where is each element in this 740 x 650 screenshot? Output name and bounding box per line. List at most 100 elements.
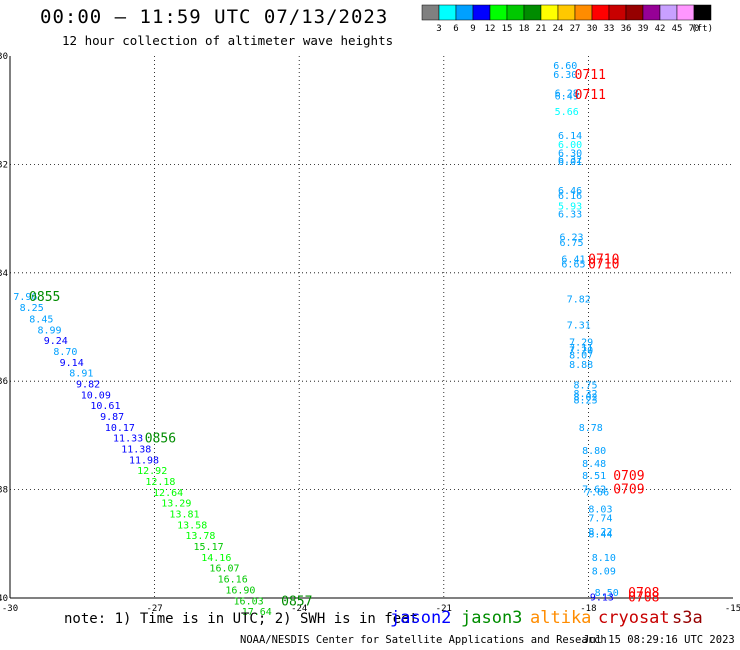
colorbar-swatch bbox=[438, 4, 457, 21]
pass-time-label: 0855 bbox=[29, 290, 60, 305]
y-tick-label: -40 bbox=[0, 594, 8, 604]
wave-height-label: 16.16 bbox=[218, 575, 248, 586]
wave-height-label: 6.30 bbox=[558, 149, 582, 160]
wave-height-label: 12.92 bbox=[137, 466, 167, 477]
x-tick-label: -21 bbox=[436, 604, 452, 614]
wave-height-label: 8.10 bbox=[592, 553, 616, 564]
pass-time-label: 0856 bbox=[145, 432, 176, 447]
colorbar-swatch bbox=[642, 4, 661, 21]
plot-frame bbox=[9, 56, 733, 599]
wave-height-label: 10.09 bbox=[81, 390, 111, 401]
wave-height-label: 7.11 bbox=[569, 343, 593, 354]
wave-height-label: 8.48 bbox=[582, 459, 606, 470]
wave-height-label: 9.13 bbox=[590, 592, 614, 603]
pass-time-label: 0710 bbox=[588, 252, 619, 267]
wave-height-label: 8.78 bbox=[579, 423, 603, 434]
wave-height-label: 9.24 bbox=[44, 336, 68, 347]
wave-height-label: 13.78 bbox=[185, 531, 215, 542]
footer-credit: NOAA/NESDIS Center for Satellite Applica… bbox=[240, 634, 607, 646]
colorbar-swatch bbox=[455, 4, 474, 21]
wave-height-label: 5.66 bbox=[555, 107, 579, 118]
wave-height-label: 8.25 bbox=[20, 303, 44, 314]
wave-height-label: 6.49 bbox=[555, 92, 579, 103]
wave-height-label: 13.81 bbox=[169, 510, 199, 521]
colorbar-label: 27 bbox=[570, 24, 581, 34]
colorbar-label: 18 bbox=[519, 24, 530, 34]
wave-height-label: 6.01 bbox=[558, 157, 582, 168]
wave-height-label: 8.80 bbox=[582, 446, 606, 457]
colorbar-label: 15 bbox=[502, 24, 513, 34]
wave-height-label: 7.31 bbox=[567, 320, 591, 331]
colorbar-label: 45 bbox=[672, 24, 683, 34]
colorbar-unit: (ft) bbox=[691, 24, 713, 34]
wave-height-label: 6.30 bbox=[553, 70, 577, 81]
colorbar-swatch bbox=[659, 4, 678, 21]
pass-time-label: 0708 bbox=[628, 586, 659, 601]
wave-height-label: 10.17 bbox=[105, 423, 135, 434]
colorbar-swatch bbox=[472, 4, 491, 21]
wave-height-label: 16.03 bbox=[234, 596, 264, 607]
colorbar-label: 70 bbox=[689, 24, 700, 34]
wave-height-label: 13.29 bbox=[161, 499, 191, 510]
wave-height-label: 8.88 bbox=[569, 360, 593, 371]
wave-height-label: 8.22 bbox=[588, 527, 612, 538]
wave-height-label: 9.87 bbox=[100, 412, 124, 423]
satellite-altika: altika bbox=[530, 608, 592, 628]
wave-height-label: 12.18 bbox=[145, 477, 175, 488]
data-points: 6.606.306.286.495.666.146.006.306.326.01… bbox=[13, 61, 618, 618]
y-tick-label: -30 bbox=[0, 52, 8, 62]
colorbar-label: 42 bbox=[655, 24, 666, 34]
colorbar-swatch bbox=[591, 4, 610, 21]
x-tick-label: -27 bbox=[146, 604, 162, 614]
wave-height-label: 6.14 bbox=[558, 131, 582, 142]
pass-time-label: 0711 bbox=[575, 68, 606, 83]
x-tick-label: -24 bbox=[291, 604, 307, 614]
wave-height-label: 8.44 bbox=[588, 530, 612, 541]
wave-height-label: 7.62 bbox=[582, 485, 606, 496]
wave-height-label: 14.16 bbox=[201, 553, 231, 564]
grid-lines bbox=[10, 56, 733, 598]
colorbar-label: 9 bbox=[470, 24, 475, 34]
colorbar-legend: 3 6 9 12 15 18 21 24 27 30 33 36 39 42 45 70(ft) bbox=[421, 4, 713, 34]
axis-ticks: -30 -27 -24 -21 -18 -15 -30 -32 -34 -36 -38 -40 bbox=[0, 52, 740, 614]
footer-note: note: 1) Time is in UTC; 2) SWH is in fe… bbox=[64, 611, 419, 627]
wave-height-label: 7.66 bbox=[585, 487, 609, 498]
wave-height-label: 6.32 bbox=[558, 155, 582, 166]
wave-height-label: 8.07 bbox=[569, 351, 593, 362]
wave-height-label: 11.98 bbox=[129, 455, 159, 466]
colorbar-label: 33 bbox=[604, 24, 615, 34]
satellite-jason3: jason3 bbox=[461, 608, 523, 628]
wave-height-label: 6.33 bbox=[558, 209, 582, 220]
y-tick-label: -38 bbox=[0, 486, 8, 496]
wave-height-label: 10.61 bbox=[90, 401, 120, 412]
colorbar-swatch bbox=[693, 4, 712, 21]
wave-height-label: 16.90 bbox=[225, 585, 255, 596]
wave-height-label: 11.33 bbox=[113, 434, 143, 445]
wave-height-label: 8.99 bbox=[37, 325, 61, 336]
colorbar-swatch bbox=[523, 4, 542, 21]
wave-height-label: 9.82 bbox=[76, 379, 100, 390]
colorbar-label: 39 bbox=[638, 24, 649, 34]
colorbar-label: 3 bbox=[436, 24, 441, 34]
wave-height-label: 12.64 bbox=[153, 488, 183, 499]
wave-height-label: 8.03 bbox=[588, 505, 612, 516]
y-tick-label: -34 bbox=[0, 269, 8, 279]
colorbar-swatch bbox=[421, 4, 440, 21]
wave-height-label: 8.91 bbox=[69, 369, 93, 380]
chart-subtitle: 12 hour collection of altimeter wave hei… bbox=[62, 33, 394, 48]
wave-height-label: 7.82 bbox=[567, 294, 591, 305]
satellite-cryosat: cryosat bbox=[598, 608, 670, 628]
y-tick-label: -36 bbox=[0, 377, 8, 387]
wave-height-label: 7.74 bbox=[588, 513, 612, 524]
wave-height-label: 8.02 bbox=[573, 392, 597, 403]
colorbar-label: 36 bbox=[621, 24, 632, 34]
colorbar-swatch bbox=[608, 4, 627, 21]
colorbar-label: 30 bbox=[587, 24, 598, 34]
wave-height-label: 8.75 bbox=[573, 381, 597, 392]
wave-height-label: 17.64 bbox=[242, 607, 272, 618]
colorbar-swatch bbox=[557, 4, 576, 21]
wave-height-label: 7.20 bbox=[569, 345, 593, 356]
pass-time-label: 0710 bbox=[588, 258, 619, 273]
